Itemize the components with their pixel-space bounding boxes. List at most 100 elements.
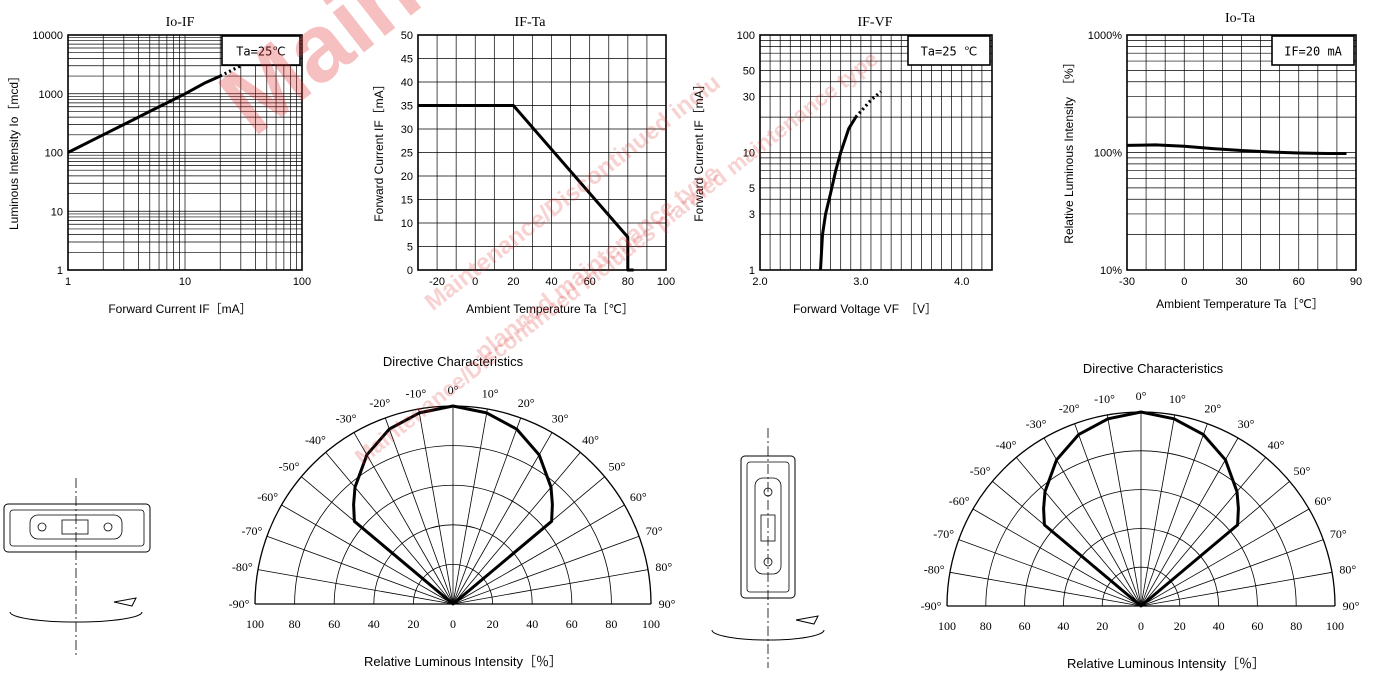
angle-tick-label: -60° <box>257 490 278 504</box>
x-tick-label: 60 <box>584 276 596 288</box>
angle-tick-label: 10° <box>482 386 499 400</box>
polar-spoke <box>1140 457 1267 607</box>
x-tick-label: 60 <box>1293 276 1305 288</box>
chart-1: Ta=25℃ Io-IF 1 10 100 1 10 100 1000 10000 Forward … <box>7 15 311 316</box>
polar-spoke <box>1106 414 1142 607</box>
led-package-vertical <box>740 428 796 668</box>
y-tick-label: 1 <box>57 265 63 277</box>
series-line-1 <box>67 74 221 154</box>
radial-tick-label: 60 <box>566 617 578 631</box>
chart-3: Ta=25 ℃ IF-VF 2.0 3.0 4.0 1 3 5 10 30 50 100 Forward… <box>692 15 993 316</box>
package-pad <box>37 522 47 532</box>
polar-arc <box>1101 566 1181 607</box>
x-tick-label: 90 <box>1350 276 1362 288</box>
x-tick-label: 1 <box>65 276 71 288</box>
radial-tick-label: 80 <box>1290 619 1302 633</box>
y-tick-label: 10000 <box>32 30 63 42</box>
y-axis-label: Forward Current IF［mA］ <box>372 78 386 221</box>
polar-spoke <box>281 504 454 605</box>
angle-tick-label: -90° <box>921 599 942 613</box>
annotation-box <box>907 35 991 66</box>
series-line-2 <box>219 64 242 78</box>
package-chip <box>61 519 89 535</box>
angle-tick-label: -70° <box>933 527 954 541</box>
polar-title: Directive Characteristics <box>383 354 524 369</box>
polar-spoke <box>1140 437 1239 607</box>
angle-tick-label: 70° <box>646 524 663 538</box>
angle-tick-label: -50° <box>279 459 300 473</box>
x-tick-label: 4.0 <box>954 276 969 288</box>
radial-tick-label: 20 <box>1096 619 1108 633</box>
y-tick-label: 35 <box>401 101 413 113</box>
y-tick-label: 1 <box>749 265 755 277</box>
series-line-1 <box>418 104 634 272</box>
radiation-pattern <box>352 404 554 606</box>
x-tick-label: 2.0 <box>752 276 767 288</box>
polar-spoke <box>452 504 625 605</box>
polar-chart-1: -90° -80° -70° -60° -50° -40° -30° -20° -10° 0° 10… <box>229 354 676 669</box>
y-tick-label: 1000% <box>1088 30 1122 42</box>
angle-tick-label: -10° <box>1094 392 1115 406</box>
angle-tick-label: 60° <box>630 490 647 504</box>
radial-tick-label: 100 <box>246 617 264 631</box>
y-tick-label: 5 <box>749 183 755 195</box>
x-tick-label: 30 <box>1235 276 1247 288</box>
y-tick-label: 3 <box>749 209 755 221</box>
polar-spoke <box>452 432 553 605</box>
angle-tick-label: 30° <box>1238 417 1255 431</box>
polar-spoke <box>958 539 1142 607</box>
angle-tick-label: 80° <box>655 560 672 574</box>
x-tick-label: 3.0 <box>853 276 868 288</box>
y-tick-label: 30 <box>743 91 755 103</box>
x-axis-label: Forward Current IF［mA］ <box>108 302 251 316</box>
y-tick-label: 25 <box>401 148 413 160</box>
y-tick-label: 15 <box>401 195 413 207</box>
angle-tick-label: -20° <box>1059 402 1080 416</box>
angle-tick-label: -20° <box>369 396 390 410</box>
x-tick-label: 80 <box>622 276 634 288</box>
polar-spoke <box>1140 571 1333 607</box>
rotation-indicator-right <box>711 615 825 641</box>
polar-spoke <box>1015 457 1142 607</box>
x-tick-label: 0 <box>1181 276 1187 288</box>
annotation-label: Ta=25 ℃ <box>921 45 978 59</box>
angle-tick-label: -90° <box>229 597 250 611</box>
radial-tick-label: 100 <box>642 617 660 631</box>
angle-tick-label: -80° <box>924 563 945 577</box>
radial-tick-label: 60 <box>1251 619 1263 633</box>
angle-tick-label: 40° <box>1268 438 1285 452</box>
y-axis-label: Relative Luminous Intensity ［%］ <box>1062 56 1076 243</box>
angle-tick-label: -80° <box>232 560 253 574</box>
polar-spoke <box>384 417 454 605</box>
x-tick-label: 100 <box>657 276 675 288</box>
x-axis-label: Ambient Temperature Ta［℃］ <box>1156 297 1324 311</box>
angle-tick-label: -10° <box>405 386 426 400</box>
radial-tick-label: 20 <box>1174 619 1186 633</box>
polar-arc <box>413 564 493 605</box>
radial-tick-label: 40 <box>526 617 538 631</box>
angle-tick-label: -30° <box>1026 417 1047 431</box>
y-tick-label: 50 <box>743 65 755 77</box>
radiation-pattern <box>1042 410 1240 608</box>
rotation-arrow <box>9 611 143 623</box>
annotation-label: IF=20 mA <box>1284 45 1343 59</box>
x-tick-label: 0 <box>472 276 478 288</box>
annotation-label: Ta=25℃ <box>236 45 286 59</box>
y-tick-label: 40 <box>401 77 413 89</box>
angle-tick-label: 0° <box>448 383 459 397</box>
angle-tick-label: 40° <box>582 433 599 447</box>
x-tick-label: 40 <box>545 276 557 288</box>
angle-tick-label: -60° <box>949 494 970 508</box>
polar-spoke <box>1074 423 1142 607</box>
radial-tick-label: 0 <box>1138 619 1144 633</box>
y-tick-label: 0 <box>407 265 413 277</box>
radial-tick-label: 60 <box>328 617 340 631</box>
polar-spoke <box>1043 437 1142 607</box>
y-tick-label: 1000 <box>39 89 63 101</box>
package-inner <box>9 509 145 547</box>
chart-4: IF=20 mA Io-Ta -30 0 30 60 90 10% 100% 1000% Ambie… <box>1062 11 1362 311</box>
polar-spoke <box>266 535 454 605</box>
polar-spoke <box>452 452 581 605</box>
polar-arc <box>333 484 573 605</box>
